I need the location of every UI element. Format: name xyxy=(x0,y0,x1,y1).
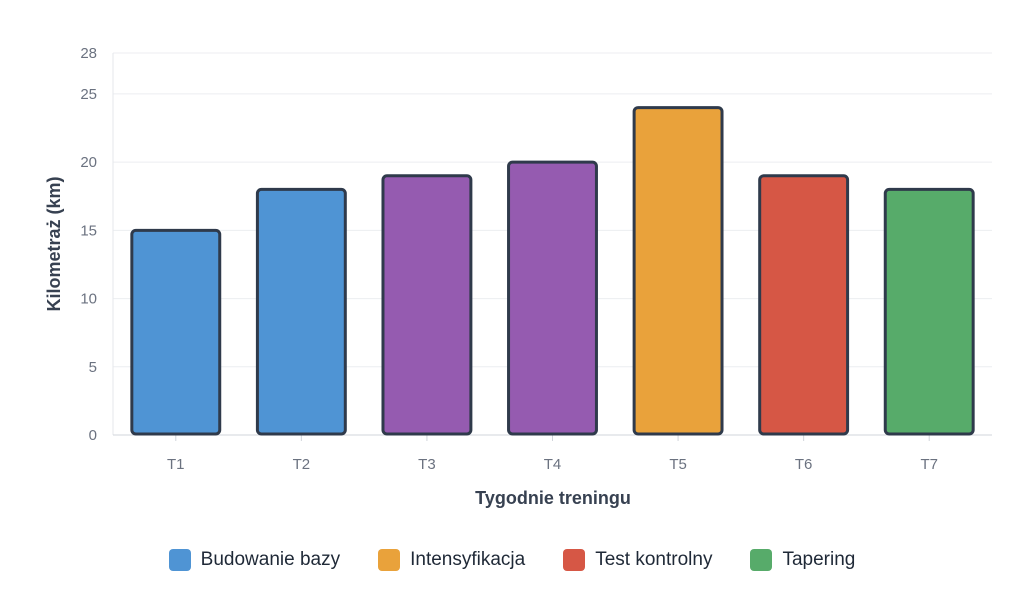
bar-t6 xyxy=(758,174,850,436)
bar-t2 xyxy=(255,187,347,436)
x-tick-label: T4 xyxy=(544,456,562,473)
legend-item-test-kontrolny: Test kontrolny xyxy=(563,549,712,571)
x-tick-label: T1 xyxy=(167,456,185,473)
chart-svg: 0 5 10 15 20 25 28 T1 T2 T3 T4 T5 T6 T7 Kilometraż (k… xyxy=(44,45,992,508)
y-tick-label: 5 xyxy=(89,359,97,376)
legend-item-tapering: Tapering xyxy=(750,549,855,571)
legend-item-budowanie-bazy: Budowanie bazy xyxy=(168,549,341,571)
y-tick-label: 20 xyxy=(80,154,97,171)
bars-layer xyxy=(130,106,975,436)
x-axis-title: Tygodnie treningu xyxy=(475,488,631,508)
x-tick-label: T7 xyxy=(920,456,938,473)
y-axis-title: Kilometraż (km) xyxy=(44,176,64,311)
x-tick-label: T2 xyxy=(293,456,311,473)
x-tick-label: T5 xyxy=(669,456,687,473)
legend-swatch-tapering xyxy=(750,549,773,571)
legend-label: Test kontrolny xyxy=(595,549,713,570)
x-tick-label: T3 xyxy=(418,456,436,473)
legend-swatch-intensyfikacja xyxy=(378,549,401,571)
bar-t5 xyxy=(632,106,724,436)
bar-t1 xyxy=(130,228,222,436)
legend: Budowanie bazy Intensyfikacja Test kontr… xyxy=(0,540,1024,580)
bar-t7 xyxy=(883,187,975,436)
bar-t4 xyxy=(507,160,598,436)
legend-label: Intensyfikacja xyxy=(410,549,526,570)
y-tick-label: 25 xyxy=(80,86,97,103)
legend-swatch-budowanie-bazy xyxy=(168,549,191,571)
y-tick-label: 28 xyxy=(80,45,97,62)
y-tick-label: 0 xyxy=(89,427,97,444)
y-tick-label: 15 xyxy=(80,222,97,239)
legend-item-intensyfikacja: Intensyfikacja xyxy=(378,549,525,571)
y-tick-label: 10 xyxy=(80,291,97,308)
legend-label: Budowanie bazy xyxy=(200,549,341,570)
bar-t3 xyxy=(381,174,473,436)
x-tick-label: T6 xyxy=(795,456,813,473)
legend-label: Tapering xyxy=(782,549,856,570)
legend-swatch-test-kontrolny xyxy=(563,549,586,571)
bar-chart: 0 5 10 15 20 25 28 T1 T2 T3 T4 T5 T6 T7 Kilometraż (k… xyxy=(44,45,992,508)
